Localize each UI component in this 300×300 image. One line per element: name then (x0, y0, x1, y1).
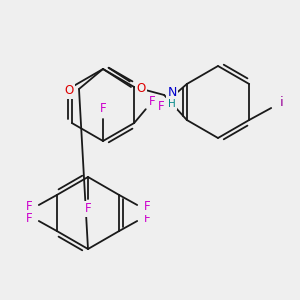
Text: F: F (100, 103, 106, 116)
Text: H: H (168, 99, 176, 109)
Text: N: N (167, 85, 177, 98)
Text: F: F (26, 200, 32, 214)
Text: F: F (149, 95, 155, 108)
Text: F: F (158, 100, 164, 112)
Text: F: F (85, 202, 91, 215)
Text: F: F (144, 200, 151, 214)
Text: O: O (136, 82, 146, 95)
Text: O: O (64, 85, 74, 98)
Text: F: F (26, 212, 32, 226)
Text: F: F (144, 212, 151, 226)
Text: i: i (279, 97, 283, 110)
